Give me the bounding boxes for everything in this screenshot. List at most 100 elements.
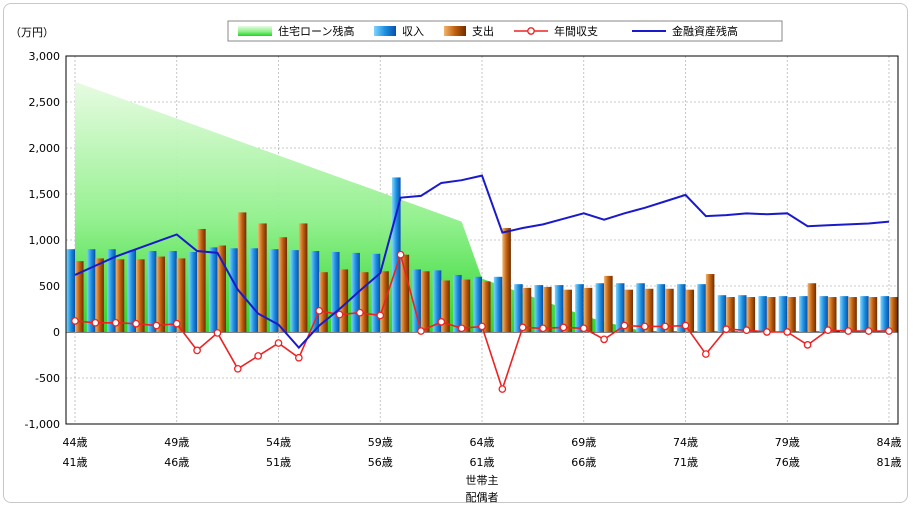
bar-income	[819, 296, 828, 332]
x-tick-label-householder: 64歳	[470, 436, 495, 449]
x-tick-label-spouse: 46歳	[164, 456, 189, 469]
bar-expense	[685, 289, 695, 332]
bar-expense	[75, 261, 84, 332]
bar-income	[290, 250, 299, 332]
legend-item-mortgage: 住宅ローン残高	[238, 24, 354, 38]
legend-marker	[527, 27, 535, 35]
bar-income	[493, 276, 503, 332]
point-annual-balance	[763, 328, 771, 336]
x-tick-label-householder: 74歳	[673, 436, 698, 449]
bar-income	[717, 295, 727, 332]
bar-income	[758, 296, 767, 332]
bar-expense	[156, 256, 165, 332]
legend-swatch	[374, 26, 396, 36]
point-annual-balance	[885, 327, 893, 335]
bar-income	[66, 249, 75, 332]
bar-expense	[563, 289, 572, 332]
bar-expense	[726, 297, 735, 332]
bar-expense	[522, 287, 532, 332]
bar-income	[127, 250, 137, 332]
bar-expense	[644, 288, 654, 332]
bar-expense	[624, 289, 633, 332]
legend-box	[227, 20, 783, 42]
bar-expense	[583, 287, 593, 332]
bar-expense	[95, 258, 104, 332]
x-tick-label-spouse: 41歳	[63, 456, 88, 469]
y-tick-label: 0	[53, 326, 60, 339]
point-annual-balance	[335, 310, 344, 319]
bar-income	[799, 296, 808, 332]
bar-expense	[543, 286, 552, 332]
point-annual-balance	[661, 322, 670, 331]
bar-expense	[176, 258, 186, 332]
bar-income	[371, 253, 381, 332]
bar-income	[534, 285, 544, 332]
y-tick-label: 1,000	[29, 234, 61, 247]
bar-income	[453, 274, 462, 332]
bar-expense	[807, 283, 817, 332]
bar-income	[107, 249, 116, 332]
bar-income	[351, 252, 360, 332]
y-tick-label: 2,000	[29, 142, 61, 155]
point-annual-balance	[620, 321, 629, 330]
line-financial-assets	[74, 174, 890, 350]
point-annual-balance	[152, 321, 161, 330]
bar-income	[269, 249, 279, 332]
bar-expense	[827, 297, 837, 332]
bar-expense	[441, 280, 450, 332]
bar-income	[310, 251, 320, 332]
point-annual-balance	[132, 319, 140, 328]
point-annual-balance	[417, 327, 425, 335]
y-tick-label: 3,000	[29, 50, 61, 63]
legend-label: 住宅ローン残高	[278, 24, 354, 38]
x-tick-label-householder: 49歳	[164, 436, 189, 449]
bar-expense	[319, 272, 328, 332]
x-tick-label-spouse: 66歳	[571, 456, 596, 469]
bar-expense	[848, 297, 857, 332]
point-annual-balance	[91, 318, 100, 327]
point-annual-balance	[640, 322, 649, 331]
bar-expense	[889, 297, 898, 332]
bar-income	[229, 248, 238, 332]
x-axis-label-householder: 世帯主	[466, 474, 499, 487]
y-tick-label: -500	[35, 372, 60, 385]
bar-expense	[705, 274, 715, 332]
bar-income	[839, 296, 849, 332]
plot-area	[65, 55, 899, 425]
legend-item-annual-balance: 年間収支	[514, 24, 598, 38]
point-annual-balance	[681, 321, 690, 330]
point-annual-balance	[803, 341, 812, 349]
point-annual-balance	[783, 328, 792, 336]
x-tick-label-spouse: 76歳	[775, 456, 800, 469]
x-tick-label-spouse: 51歳	[266, 456, 291, 469]
bar-expense	[482, 281, 491, 332]
bar-income	[860, 296, 869, 332]
bar-expense	[665, 288, 674, 332]
bar-expense	[217, 245, 226, 332]
bar-expense	[359, 272, 369, 332]
point-annual-balance	[111, 318, 120, 327]
legend-label: 支出	[472, 24, 494, 38]
x-tick-label-householder: 84歳	[877, 436, 902, 449]
x-tick-label-householder: 54歳	[266, 436, 291, 449]
bar-expense	[136, 259, 145, 332]
bar-expense	[787, 297, 796, 332]
bar-income	[432, 270, 442, 332]
x-tick-label-householder: 79歳	[775, 436, 800, 449]
bar-income	[656, 284, 666, 332]
x-tick-label-spouse: 56歳	[368, 456, 393, 469]
bar-expense	[237, 212, 247, 332]
legend-item-financial-assets: 金融資産残高	[632, 24, 738, 38]
x-tick-label-householder: 59歳	[368, 436, 393, 449]
legend-item-income: 収入	[374, 25, 424, 38]
bar-income	[636, 283, 645, 332]
legend-label: 年間収支	[554, 24, 598, 38]
point-annual-balance	[172, 319, 181, 328]
bar-expense	[420, 271, 430, 332]
x-tick-label-spouse: 61歳	[470, 456, 495, 469]
legend-label: 金融資産残高	[672, 24, 738, 38]
point-annual-balance	[600, 335, 608, 344]
point-annual-balance	[722, 325, 731, 334]
bar-income	[738, 295, 747, 332]
